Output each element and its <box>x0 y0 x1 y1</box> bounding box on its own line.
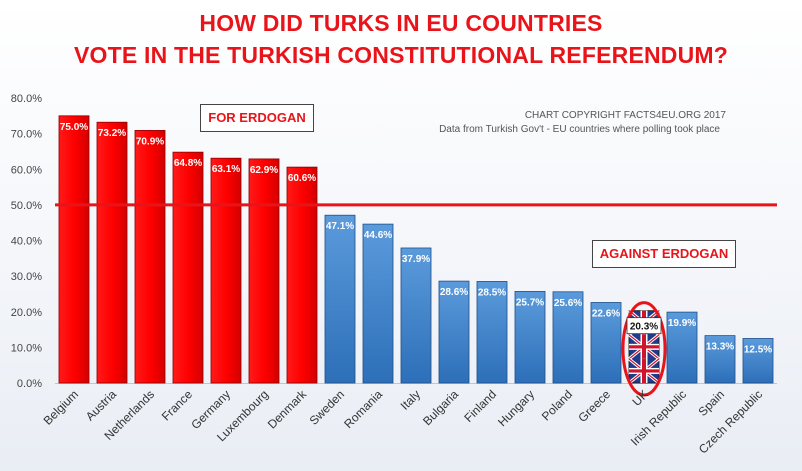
y-tick-label: 0.0% <box>17 378 42 390</box>
bar-value-label: 20.3% <box>630 322 658 333</box>
chart-title: HOW DID TURKS IN EU COUNTRIES <box>199 10 603 36</box>
x-tick-label: Poland <box>539 387 575 423</box>
bar-value-label: 25.6% <box>554 298 582 309</box>
for-erdogan-label: FOR ERDOGAN <box>200 104 314 132</box>
x-tick-label: Romania <box>341 387 385 431</box>
chart-subtitle: VOTE IN THE TURKISH CONSTITUTIONAL REFER… <box>73 42 729 68</box>
bar-value-label: 47.1% <box>326 221 354 232</box>
bar-value-label: 70.9% <box>136 136 164 147</box>
bar-value-label: 13.3% <box>706 342 734 353</box>
x-tick-label: Austria <box>83 387 120 424</box>
bar-value-label: 75.0% <box>60 122 88 133</box>
x-tick-label: Denmark <box>265 387 310 432</box>
bar-italy <box>400 247 432 384</box>
bar-finland <box>476 281 508 384</box>
x-tick-label: Belgium <box>41 387 82 428</box>
x-tick-label: Spain <box>696 387 728 419</box>
bar-value-label: 63.1% <box>212 164 240 175</box>
y-tick-label: 30.0% <box>11 271 42 283</box>
bar-value-label: 44.6% <box>364 230 392 241</box>
bar-value-label: 28.5% <box>478 287 506 298</box>
x-tick-label: Italy <box>398 387 423 412</box>
bar-series: 75.0% 73.2% 70.9% 64.8% 63.1% 62.9% 60.6% 47.1%… <box>58 115 774 397</box>
bar-value-label: 19.9% <box>668 318 696 329</box>
x-tick-label: Finland <box>461 387 499 425</box>
y-tick-label: 60.0% <box>11 164 42 176</box>
bar-value-label: 62.9% <box>250 165 278 176</box>
bar-netherlands <box>134 130 166 384</box>
bar-spain <box>704 335 736 384</box>
bar-value-label: 28.6% <box>440 287 468 298</box>
y-tick-label: 10.0% <box>11 342 42 354</box>
y-tick-label: 80.0% <box>11 93 42 105</box>
bar-greece <box>590 302 622 384</box>
x-tick-label: Hungary <box>495 387 537 429</box>
bar-poland <box>552 291 584 384</box>
bar-austria <box>96 121 128 384</box>
bar-belgium <box>58 115 90 384</box>
bar-value-label: 12.5% <box>744 344 772 355</box>
y-tick-label: 50.0% <box>11 200 42 212</box>
bar-value-label: 64.8% <box>174 158 202 169</box>
y-tick-label: 40.0% <box>11 236 42 248</box>
bar-value-label: 22.6% <box>592 308 620 319</box>
data-source-text: Data from Turkish Gov't - EU countries w… <box>439 124 720 135</box>
bar-value-label: 37.9% <box>402 254 430 265</box>
bar-hungary <box>514 291 546 384</box>
x-tick-label: France <box>159 387 196 424</box>
bar-value-label: 25.7% <box>516 297 544 308</box>
against-erdogan-label: AGAINST ERDOGAN <box>592 240 736 268</box>
bar-france <box>172 151 204 384</box>
bar-irish-republic <box>666 311 698 384</box>
bar-germany <box>210 157 242 384</box>
bar-romania <box>362 223 394 384</box>
y-tick-label: 20.0% <box>11 307 42 319</box>
x-tick-label: Bulgaria <box>420 387 461 428</box>
bar-value-label: 60.6% <box>288 173 316 184</box>
bar-sweden <box>324 214 356 384</box>
bar-bulgaria <box>438 280 470 384</box>
bar-luxembourg <box>248 158 280 384</box>
uk-highlight-ring <box>621 301 667 397</box>
copyright-text: CHART COPYRIGHT FACTS4EU.ORG 2017 <box>524 110 726 121</box>
bar-value-label: 73.2% <box>98 128 126 139</box>
x-tick-label: UK <box>629 387 651 409</box>
y-tick-label: 70.0% <box>11 129 42 141</box>
bar-denmark <box>286 166 318 384</box>
bar-czech-republic <box>742 338 774 384</box>
x-tick-label: Greece <box>575 387 613 425</box>
